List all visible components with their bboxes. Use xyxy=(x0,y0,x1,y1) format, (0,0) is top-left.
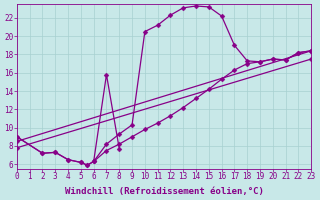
X-axis label: Windchill (Refroidissement éolien,°C): Windchill (Refroidissement éolien,°C) xyxy=(65,187,263,196)
